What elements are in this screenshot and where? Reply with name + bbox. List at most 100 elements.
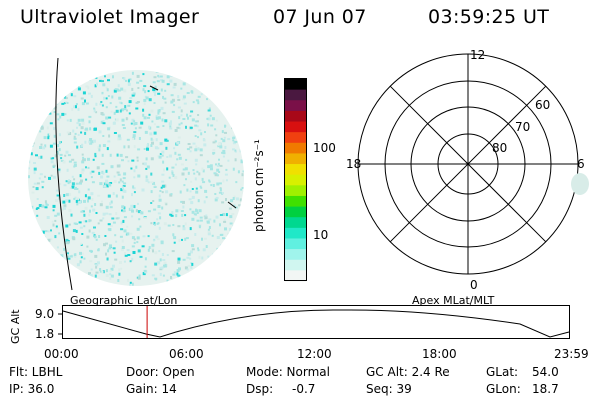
uv-speckle — [133, 169, 136, 173]
uv-speckle — [133, 145, 136, 149]
uv-speckle — [107, 95, 110, 97]
uv-speckle — [62, 75, 65, 78]
uv-speckle — [231, 89, 234, 92]
uv-speckle — [178, 156, 182, 160]
uv-speckle — [157, 261, 161, 265]
uv-speckle — [127, 79, 130, 83]
uv-speckle — [189, 190, 192, 193]
uv-speckle — [89, 260, 93, 263]
uv-speckle — [237, 95, 240, 99]
uv-speckle — [94, 84, 97, 88]
uv-speckle — [208, 179, 211, 182]
uv-speckle — [205, 214, 208, 217]
uv-speckle — [41, 230, 45, 234]
uv-speckle — [46, 216, 50, 219]
uv-speckle — [229, 241, 233, 244]
uv-speckle — [183, 102, 187, 105]
uv-speckle — [67, 88, 70, 91]
uv-speckle — [102, 144, 106, 147]
uv-speckle — [160, 79, 163, 82]
uv-speckle — [133, 176, 136, 179]
uv-speckle — [50, 229, 52, 232]
uv-speckle — [58, 75, 61, 79]
uv-speckle — [118, 272, 121, 276]
uv-speckle — [234, 158, 237, 162]
uv-speckle — [205, 88, 208, 91]
uv-speckle — [191, 210, 195, 214]
uv-speckle — [33, 162, 36, 164]
uv-speckle — [222, 152, 226, 155]
uv-speckle — [168, 154, 172, 158]
uv-speckle — [189, 146, 193, 149]
uv-speckle — [207, 123, 210, 127]
uv-speckle — [97, 261, 100, 265]
uv-speckle — [131, 193, 133, 197]
uv-speckle — [225, 179, 228, 182]
uv-speckle — [204, 216, 208, 220]
uv-speckle — [202, 169, 205, 173]
uv-speckle — [79, 76, 83, 80]
uv-speckle — [238, 269, 241, 272]
uv-speckle — [157, 109, 161, 113]
uv-speckle — [160, 241, 164, 245]
uv-speckle — [103, 185, 107, 188]
uv-speckle — [124, 254, 128, 257]
uv-speckle — [143, 217, 147, 220]
uv-speckle — [67, 181, 70, 185]
uv-speckle — [112, 192, 115, 196]
uv-speckle — [123, 89, 127, 93]
uv-speckle — [182, 118, 186, 120]
uv-speckle — [234, 206, 238, 209]
uv-speckle — [214, 173, 218, 177]
uv-speckle — [101, 91, 104, 94]
uv-speckle — [185, 158, 188, 161]
uv-speckle — [200, 271, 203, 273]
uv-speckle — [166, 83, 170, 86]
uv-speckle — [50, 160, 54, 164]
uv-speckle — [183, 276, 187, 280]
uv-speckle — [93, 109, 96, 113]
uv-speckle — [31, 258, 34, 262]
uv-speckle — [46, 241, 49, 245]
uv-speckle — [144, 90, 147, 94]
ytick-label-9: 9.0 — [35, 307, 54, 321]
uv-speckle — [174, 163, 177, 166]
uv-speckle — [80, 243, 83, 246]
uv-speckle — [113, 175, 116, 178]
uv-speckle — [197, 114, 200, 116]
xtick-2359: 23:59 — [554, 347, 589, 361]
uv-speckle — [195, 187, 198, 190]
uv-speckle — [207, 228, 210, 232]
uv-speckle — [91, 231, 95, 234]
uv-speckle — [99, 219, 103, 222]
uv-speckle — [32, 87, 36, 91]
uv-speckle — [228, 207, 232, 210]
uv-speckle — [129, 281, 132, 284]
uv-speckle — [192, 101, 195, 104]
uv-speckle — [221, 130, 224, 134]
uv-speckle — [36, 283, 40, 286]
uv-speckle — [120, 221, 123, 225]
uv-speckle — [73, 197, 76, 200]
uv-speckle — [133, 120, 136, 123]
uv-speckle — [207, 165, 211, 169]
uv-speckle — [79, 226, 83, 229]
date-label: 07 Jun 07 — [273, 6, 367, 28]
uv-speckle — [155, 89, 158, 92]
uv-speckle — [95, 265, 98, 269]
altitude-frame — [62, 305, 570, 339]
uv-speckle — [240, 234, 243, 238]
uv-speckle — [72, 73, 76, 77]
uv-speckle — [195, 209, 199, 213]
uv-speckle — [199, 185, 202, 188]
uv-speckle — [231, 126, 234, 130]
uv-speckle — [111, 217, 115, 220]
uv-speckle — [87, 196, 91, 200]
uv-speckle — [170, 100, 174, 104]
uv-speckle — [92, 208, 96, 212]
uv-speckle — [207, 230, 211, 233]
uv-speckle — [90, 176, 93, 179]
uv-speckle — [95, 212, 98, 214]
uv-speckle — [161, 150, 165, 154]
xtick-0000: 00:00 — [44, 347, 79, 361]
